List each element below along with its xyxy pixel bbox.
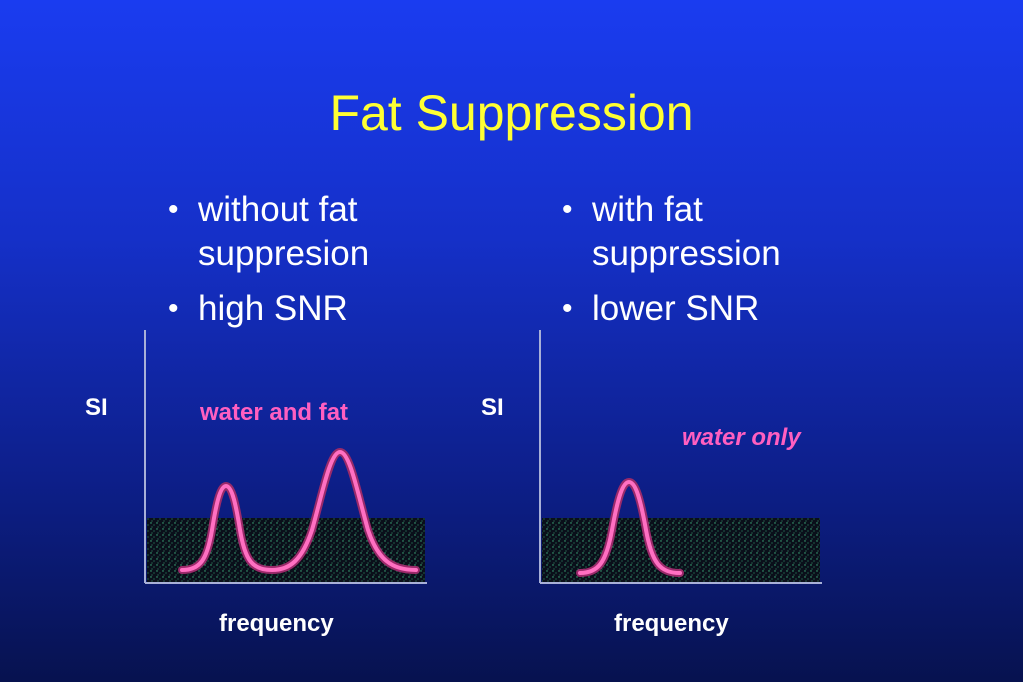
left-x-axis-label: frequency [219,610,334,637]
left-bullet-list: without fat suppresion high SNR [168,188,448,342]
left-peak-label: water and fat [200,399,349,426]
right-spectrum [539,330,822,584]
bullet-item: high SNR [168,287,448,331]
slide-title: Fat Suppression [329,85,694,141]
right-water-peak-highlight [578,480,682,575]
right-peak-label: water only [682,424,801,451]
left-spectrum [144,330,427,584]
left-y-axis-label: SI [85,394,108,421]
right-x-axis-label: frequency [614,610,729,637]
right-bullet-list: with fat suppression lower SNR [562,188,852,342]
bullet-item: lower SNR [562,287,852,331]
left-water-fat-peaks-highlight [180,450,418,572]
bullet-item: with fat suppression [562,188,852,276]
right-y-axis-label: SI [481,394,504,421]
bullet-item: without fat suppresion [168,188,448,276]
